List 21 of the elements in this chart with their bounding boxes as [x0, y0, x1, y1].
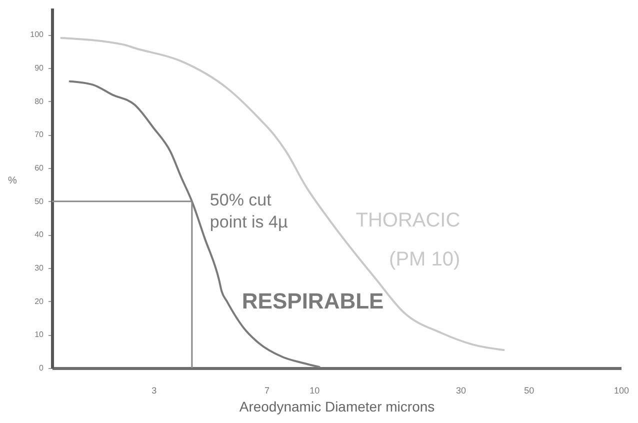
- series-label: RESPIRABLE: [242, 288, 384, 314]
- y-tick-label: 30: [34, 264, 44, 272]
- x-tick-label: 50: [524, 386, 534, 396]
- annotation: 50% cut point is 4µ: [210, 190, 288, 232]
- x-tick-label: 7: [264, 386, 270, 396]
- y-tick-label: 20: [34, 296, 44, 306]
- y-axis-title: %: [8, 176, 18, 186]
- x-tick-label: 3: [152, 386, 157, 396]
- y-tick-label: 80: [34, 96, 44, 106]
- y-tick-label: 90: [34, 64, 44, 72]
- y-tick-label: 60: [34, 164, 44, 172]
- x-axis-title: Areodynamic Diameter microns: [239, 398, 435, 414]
- y-tick-label: 40: [34, 230, 44, 240]
- y-tick-label: 100: [30, 30, 44, 40]
- y-tick-label: 10: [34, 330, 44, 340]
- x-tick-label: 30: [456, 386, 466, 396]
- y-tick-label: 0: [39, 364, 44, 372]
- y-tick-label: 70: [34, 130, 44, 140]
- y-tick-label: 50: [34, 196, 44, 206]
- x-tick-label: 100: [614, 386, 630, 396]
- x-tick-label: 10: [310, 386, 320, 396]
